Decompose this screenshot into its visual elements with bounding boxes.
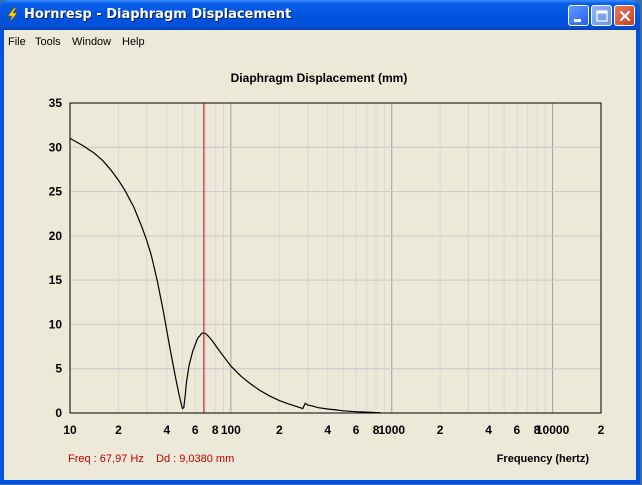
x-tick-label: 2	[276, 423, 283, 437]
close-button[interactable]	[614, 5, 635, 26]
x-tick-label: 8	[373, 423, 380, 437]
minimize-button[interactable]	[568, 5, 589, 26]
x-tick-label: 8	[212, 423, 219, 437]
x-tick-label: 10000	[536, 423, 570, 437]
freq-readout: Freq : 67,97 Hz	[68, 453, 144, 465]
y-tick-label: 20	[49, 229, 63, 243]
title-bar[interactable]: Hornresp - Diaphragm Displacement	[0, 0, 640, 30]
chart-panel: Diaphragm Displacement (mm) 0 5 10 15 20 25 30…	[4, 54, 636, 480]
x-tick-label: 8	[534, 423, 541, 437]
minimize-icon	[574, 19, 581, 22]
grid	[70, 103, 601, 413]
x-tick-label: 6	[353, 423, 360, 437]
chart-title: Diaphragm Displacement (mm)	[231, 71, 408, 85]
x-tick-label: 4	[164, 423, 171, 437]
series	[69, 137, 381, 414]
x-axis-label: Frequency (hertz)	[497, 453, 590, 465]
y-tick-label: 30	[49, 140, 63, 154]
y-tick-label: 0	[55, 406, 62, 420]
y-tick-label: 5	[55, 362, 62, 376]
x-tick-label: 6	[514, 423, 521, 437]
window-title: Hornresp - Diaphragm Displacement	[24, 7, 292, 22]
menu-help[interactable]: Help	[122, 36, 145, 48]
client-area: File Tools Window Help Diaphragm Displac…	[4, 30, 636, 480]
displacement-readout: Dd : 9,0380 mm	[156, 453, 234, 465]
x-tick-label: 2	[437, 423, 444, 437]
displacement-curve	[69, 137, 381, 414]
x-tick-label: 100	[221, 423, 241, 437]
x-tick-label: 10	[63, 423, 77, 437]
close-icon	[619, 10, 631, 22]
x-tick-label: 2	[598, 423, 605, 437]
x-tick-label: 6	[192, 423, 199, 437]
displacement-chart[interactable]: Diaphragm Displacement (mm) 0 5 10 15 20 25 30…	[4, 54, 636, 480]
maximize-icon	[596, 10, 608, 22]
x-tick-label: 4	[485, 423, 492, 437]
maximize-button[interactable]	[591, 5, 612, 26]
menu-file[interactable]: File	[8, 36, 26, 48]
menu-tools[interactable]: Tools	[35, 36, 61, 48]
x-tick-label: 2	[115, 423, 122, 437]
y-tick-label: 25	[49, 185, 63, 199]
x-tick-label: 4	[324, 423, 331, 437]
y-tick-label: 15	[49, 273, 63, 287]
menu-bar: File Tools Window Help	[4, 30, 636, 52]
menu-window[interactable]: Window	[72, 36, 112, 48]
x-tick-label: 1000	[378, 423, 405, 437]
y-tick-label: 10	[49, 317, 63, 331]
lightning-bolt-icon[interactable]	[5, 7, 21, 23]
y-tick-label: 35	[49, 96, 63, 110]
plot-frame	[69, 102, 602, 414]
